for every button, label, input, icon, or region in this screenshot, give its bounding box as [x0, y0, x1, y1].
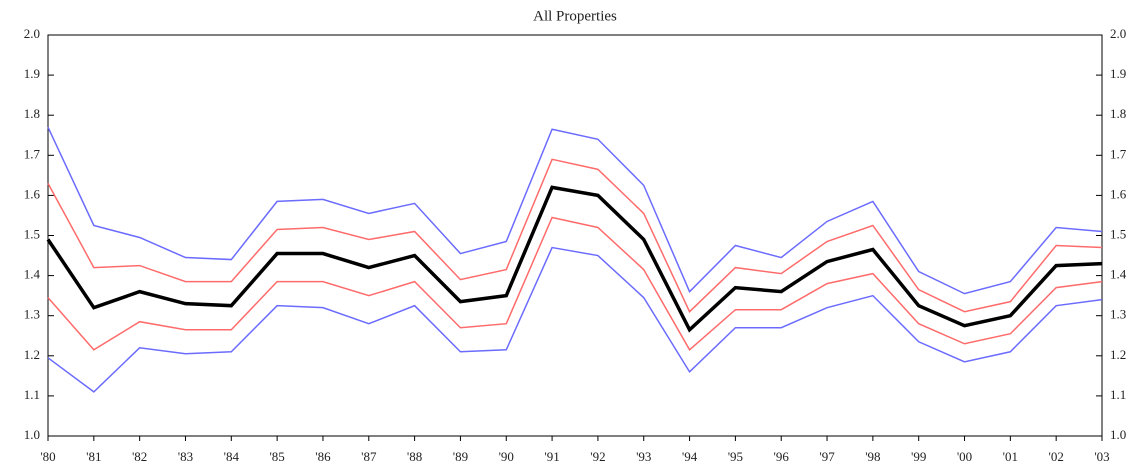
x-tick-label: '82 — [132, 449, 147, 464]
x-tick-label: '98 — [865, 449, 880, 464]
y2-tick-label: 1.2 — [1110, 347, 1126, 362]
y2-tick-label: 1.6 — [1110, 186, 1127, 201]
x-tick-label: '84 — [224, 449, 240, 464]
y2-tick-label: 1.7 — [1110, 146, 1127, 161]
y2-tick-label: 1.8 — [1110, 106, 1126, 121]
x-tick-label: '02 — [1049, 449, 1064, 464]
x-tick-label: '81 — [86, 449, 101, 464]
x-tick-label: '88 — [407, 449, 422, 464]
series-line — [47, 216, 1103, 351]
y-tick-label: 1.3 — [24, 307, 40, 322]
x-tick-label: '03 — [1094, 449, 1109, 464]
plot-frame — [47, 34, 1103, 437]
y2-tick-label: 1.1 — [1110, 387, 1126, 402]
x-tick-label: '00 — [957, 449, 972, 464]
y2-tick-label: 2.0 — [1110, 26, 1126, 41]
x-tick-label: '99 — [911, 449, 926, 464]
y-tick-label: 1.6 — [24, 186, 41, 201]
x-tick-label: '89 — [453, 449, 468, 464]
x-tick-label: '96 — [774, 449, 790, 464]
y-tick-label: 2.0 — [24, 26, 40, 41]
y-tick-label: 1.2 — [24, 347, 40, 362]
x-tick-label: '94 — [682, 449, 698, 464]
y-tick-label: 1.0 — [24, 427, 40, 442]
y-tick-label: 1.4 — [24, 267, 41, 282]
series-line — [47, 158, 1103, 313]
y-tick-label: 1.9 — [24, 66, 40, 81]
x-tick-label: '93 — [636, 449, 651, 464]
series-line — [46, 185, 1103, 333]
x-tick-label: '97 — [819, 449, 835, 464]
series-line — [47, 246, 1103, 393]
series-line — [47, 126, 1103, 295]
x-tick-label: '90 — [499, 449, 514, 464]
y2-tick-label: 1.9 — [1110, 66, 1126, 81]
x-tick-label: '87 — [361, 449, 377, 464]
y2-tick-label: 1.0 — [1110, 427, 1126, 442]
y-tick-label: 1.8 — [24, 106, 40, 121]
x-tick-label: '91 — [544, 449, 559, 464]
x-tick-label: '92 — [590, 449, 605, 464]
y2-tick-label: 1.4 — [1110, 267, 1127, 282]
y2-tick-label: 1.3 — [1110, 307, 1126, 322]
x-tick-label: '95 — [728, 449, 743, 464]
x-tick-label: '01 — [1003, 449, 1018, 464]
x-tick-label: '85 — [269, 449, 284, 464]
x-tick-label: '80 — [40, 449, 55, 464]
y-tick-label: 1.5 — [24, 226, 40, 241]
y-tick-label: 1.7 — [24, 146, 41, 161]
y2-tick-label: 1.5 — [1110, 226, 1126, 241]
chart-title: All Properties — [533, 8, 617, 24]
y-tick-label: 1.1 — [24, 387, 40, 402]
x-tick-label: '86 — [315, 449, 331, 464]
x-tick-label: '83 — [178, 449, 193, 464]
